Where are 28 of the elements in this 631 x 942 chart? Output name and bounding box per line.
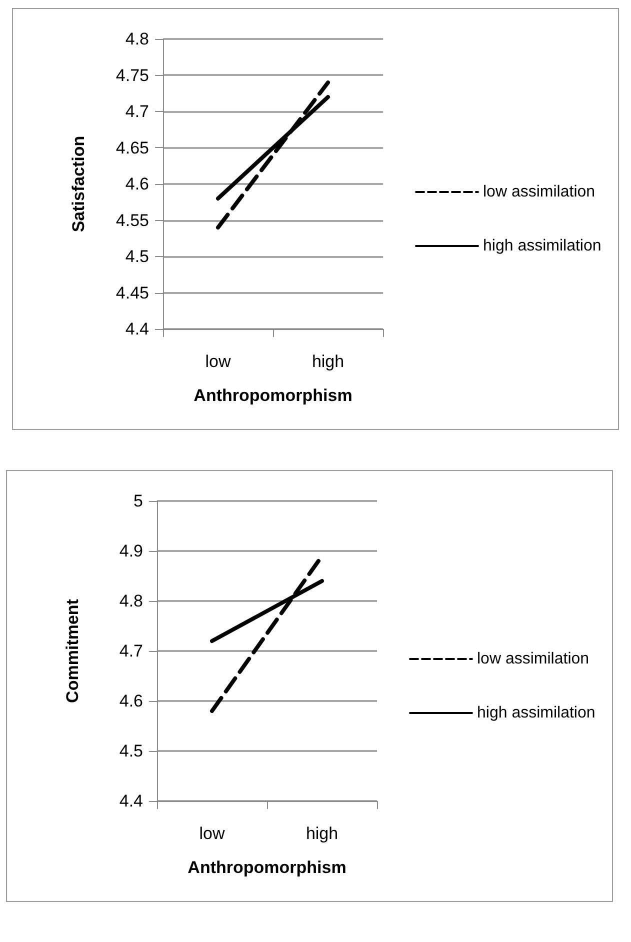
y-tick-label: 4.7 (125, 102, 149, 121)
y-tick-label: 4.4 (119, 792, 143, 810)
y-tick-label: 4.45 (116, 283, 149, 302)
y-tick-label: 4.5 (119, 742, 143, 760)
legend-label: low assimilation (483, 184, 596, 200)
y-tick-label: 4.8 (125, 30, 149, 48)
y-tick-label: 4.75 (116, 66, 149, 85)
x-tick-label: low (205, 352, 232, 371)
x-tick-label: high (306, 824, 338, 843)
legend-label: high assimilation (477, 704, 596, 722)
x-tick-label: high (312, 352, 344, 371)
y-tick-label: 4.8 (119, 592, 143, 610)
y-tick-label: 4.7 (119, 642, 143, 660)
legend-label: low assimilation (477, 650, 590, 668)
y-tick-label: 4.55 (116, 210, 149, 230)
x-axis-title: Anthropomorphism (188, 858, 346, 877)
y-tick-label: 4.5 (125, 247, 149, 266)
x-axis-title: Anthropomorphism (194, 386, 352, 405)
y-tick-label: 5 (134, 492, 143, 510)
y-tick-label: 4.6 (125, 174, 149, 194)
y-axis-title: Satisfaction (69, 136, 88, 232)
y-tick-label: 4.6 (119, 692, 143, 710)
y-tick-label: 4.9 (119, 542, 143, 560)
x-tick-label: low (199, 824, 226, 843)
y-tick-label: 4.65 (116, 138, 149, 158)
y-axis-title: Commitment (63, 598, 82, 703)
y-tick-label: 4.4 (125, 320, 149, 338)
legend-label: high assimilation (483, 238, 602, 254)
